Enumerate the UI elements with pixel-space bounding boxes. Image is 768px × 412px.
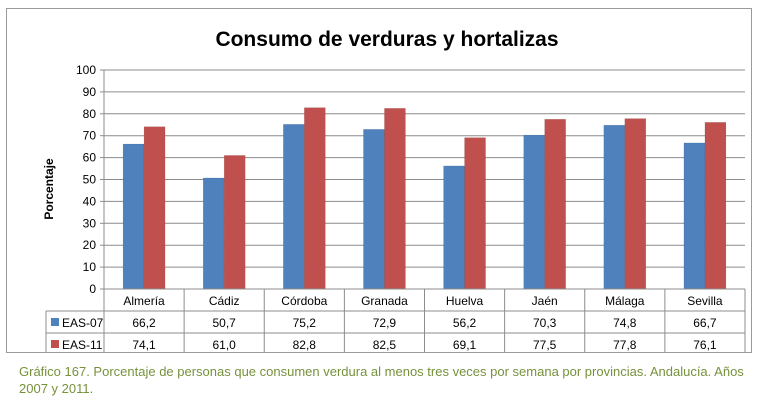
figure-caption: Gráfico 167. Porcentaje de personas que … xyxy=(19,364,744,396)
legend-label: EAS-11 xyxy=(62,338,103,352)
data-cell-value: 75,2 xyxy=(293,316,317,330)
y-tick-label: 40 xyxy=(83,194,97,208)
data-cell-value: 70,3 xyxy=(533,316,557,330)
data-cell-value: 77,8 xyxy=(613,338,637,352)
y-tick-label: 80 xyxy=(83,107,97,121)
data-cell-value: 66,2 xyxy=(132,316,156,330)
y-axis-label: Porcentaje xyxy=(42,158,56,220)
legend-key-eas-07 xyxy=(51,318,59,326)
bar-eas-11-6 xyxy=(624,118,647,290)
category-label: Jaén xyxy=(532,294,558,308)
bar-eas-07-2 xyxy=(283,124,305,290)
chart-frame: Consumo de verduras y hortalizas Porcent… xyxy=(6,8,752,353)
category-label: Almería xyxy=(123,294,165,308)
chart: Consumo de verduras y hortalizas Porcent… xyxy=(42,28,746,352)
category-label: Málaga xyxy=(605,294,645,308)
y-tick-label: 30 xyxy=(83,216,97,230)
bar-eas-07-5 xyxy=(523,134,545,290)
y-tick-label: 60 xyxy=(83,151,97,165)
bar-eas-07-3 xyxy=(363,129,385,290)
data-cell-value: 82,8 xyxy=(293,338,317,352)
bar-eas-11-5 xyxy=(544,119,566,290)
y-tick-label: 0 xyxy=(89,282,96,296)
bar-eas-11-7 xyxy=(704,122,727,290)
bar-eas-11-3 xyxy=(384,108,406,290)
y-tick-label: 90 xyxy=(83,85,97,99)
data-cell-value: 56,2 xyxy=(453,316,477,330)
bar-eas-11-1 xyxy=(223,155,246,290)
data-cell-value: 77,5 xyxy=(533,338,557,352)
legend-label: EAS-07 xyxy=(62,316,104,330)
data-cell-value: 74,8 xyxy=(613,316,637,330)
y-tick-label: 70 xyxy=(83,129,97,143)
data-cell-value: 69,1 xyxy=(453,338,477,352)
bar-eas-11-2 xyxy=(304,107,326,290)
legend-key-eas-11 xyxy=(51,340,59,348)
bar-eas-07-4 xyxy=(443,165,465,290)
bars xyxy=(122,107,727,290)
data-cell-value: 82,5 xyxy=(373,338,397,352)
bar-eas-11-0 xyxy=(143,126,166,290)
category-label: Sevilla xyxy=(687,294,723,308)
y-tick-label: 100 xyxy=(76,63,96,77)
bar-eas-07-1 xyxy=(202,177,225,290)
bar-eas-11-4 xyxy=(464,137,486,290)
category-label: Granada xyxy=(361,294,408,308)
y-tick-label: 10 xyxy=(83,260,97,274)
gridlines xyxy=(104,69,745,268)
data-cell-value: 76,1 xyxy=(693,338,717,352)
bar-eas-07-6 xyxy=(603,124,626,290)
axes: 0 10 20 30 40 50 60 70 80 90 100 xyxy=(76,63,105,296)
bar-eas-07-0 xyxy=(122,143,145,290)
data-cell-value: 50,7 xyxy=(213,316,237,330)
category-label: Huelva xyxy=(446,294,484,308)
data-cell-value: 61,0 xyxy=(213,338,237,352)
data-table: Almería Cádiz Córdoba Granada Huelva Jaén Mála… xyxy=(45,288,746,352)
category-label: Córdoba xyxy=(281,294,327,308)
category-label: Cádiz xyxy=(209,294,240,308)
data-cell-value: 66,7 xyxy=(693,316,717,330)
chart-title: Consumo de verduras y hortalizas xyxy=(215,28,558,51)
bar-eas-07-7 xyxy=(683,142,706,290)
y-tick-label: 50 xyxy=(83,173,97,187)
data-cell-value: 74,1 xyxy=(132,338,156,352)
data-cell-value: 72,9 xyxy=(373,316,397,330)
y-tick-label: 20 xyxy=(83,238,97,252)
